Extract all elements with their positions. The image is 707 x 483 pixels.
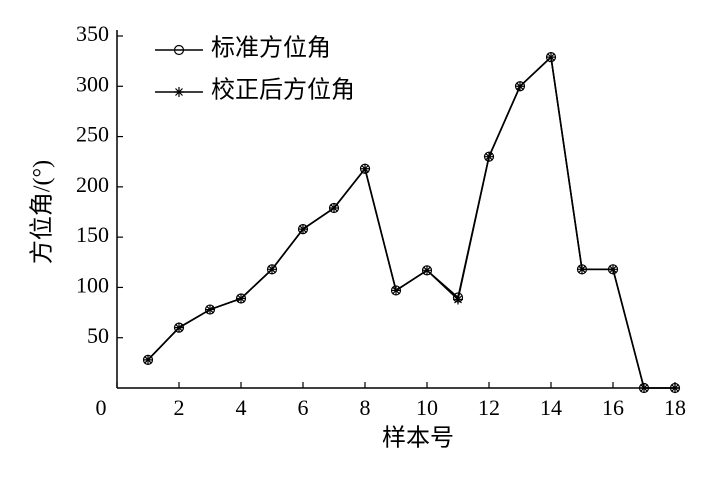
y-tick-label: 250	[76, 122, 109, 147]
marker	[422, 265, 432, 276]
y-tick-label: 350	[76, 21, 109, 46]
legend-label: 校正后方位角	[211, 77, 355, 104]
x-tick-label: 10	[416, 395, 438, 420]
x-tick-label: 12	[478, 395, 500, 420]
legend-label: 标准方位角	[211, 35, 331, 62]
x-tick-label: 8	[360, 395, 371, 420]
x-tick-label: 16	[602, 395, 624, 420]
x-tick-label: 18	[664, 395, 686, 420]
x-tick-label: 2	[174, 395, 185, 420]
marker	[329, 202, 339, 213]
x-tick-label: 14	[540, 395, 562, 420]
marker	[267, 264, 277, 275]
y-axis-label: 方位角/(°)	[29, 160, 56, 264]
y-tick-label: 300	[76, 71, 109, 96]
marker	[639, 383, 649, 393]
x-axis-label: 样本号	[382, 425, 454, 452]
x-tick-label: 4	[236, 395, 247, 420]
marker	[546, 52, 556, 63]
marker	[391, 285, 401, 296]
y-tick-label: 100	[76, 272, 109, 297]
marker	[205, 304, 215, 315]
y-tick-label: 150	[76, 222, 109, 247]
marker	[515, 81, 525, 92]
marker	[360, 163, 370, 174]
series-line	[147, 55, 675, 389]
y-tick-label: 200	[76, 172, 109, 197]
y-tick-label: 50	[87, 323, 109, 348]
marker	[173, 44, 185, 56]
x-tick-label: 0	[96, 395, 107, 420]
marker	[577, 264, 587, 275]
marker	[453, 294, 463, 305]
marker	[174, 87, 184, 97]
series-line	[147, 55, 675, 389]
marker	[143, 354, 153, 365]
x-tick-label: 6	[298, 395, 309, 420]
marker	[484, 151, 494, 162]
marker	[608, 264, 618, 275]
marker	[236, 293, 246, 304]
marker	[670, 383, 680, 393]
marker	[174, 322, 184, 333]
marker	[298, 224, 308, 235]
